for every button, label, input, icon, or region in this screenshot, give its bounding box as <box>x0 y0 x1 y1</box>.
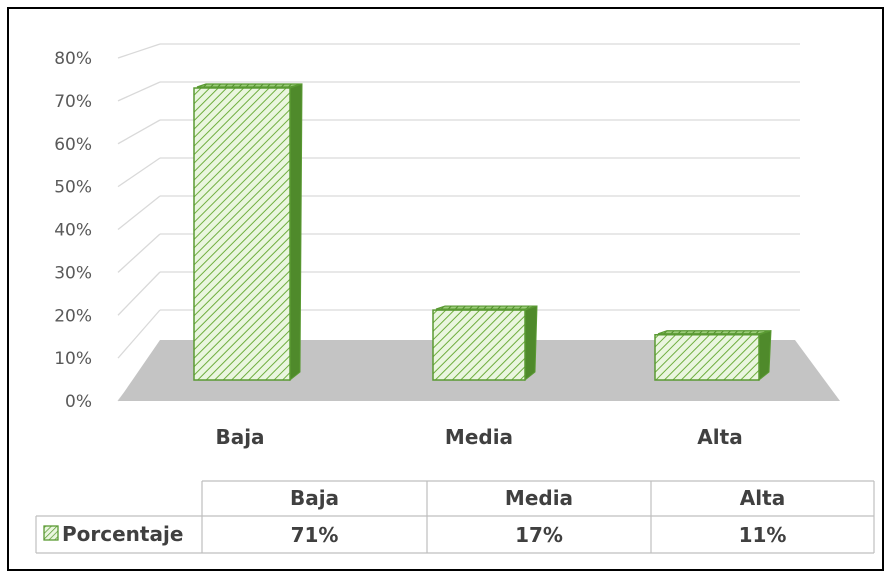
data-table: Baja Media Alta Porcentaje 71% 17% 11% <box>35 480 875 554</box>
y-tick-label: 30% <box>54 263 92 283</box>
gridline-side <box>117 43 161 59</box>
table-header-cell: Media <box>505 486 573 510</box>
bar <box>654 330 772 382</box>
bar <box>432 305 538 382</box>
bar-front-face <box>193 87 291 381</box>
bar-front-face <box>432 309 526 381</box>
bars <box>193 83 772 382</box>
bar <box>193 83 303 382</box>
x-tick-label: Media <box>445 425 513 449</box>
y-axis-tick-labels: 0% 10% 20% 30% 40% 50% 60% 70% 80% <box>54 49 92 412</box>
table-header-cell: Baja <box>290 486 339 510</box>
legend-series-name: Porcentaje <box>62 522 183 546</box>
x-tick-label: Alta <box>697 425 742 449</box>
y-tick-label: 70% <box>54 92 92 112</box>
legend-swatch-icon <box>43 525 59 541</box>
table-value-cell: 17% <box>515 523 563 547</box>
table-value-cell: 71% <box>291 523 339 547</box>
chart-frame <box>7 7 884 571</box>
table-value-cell: 11% <box>739 523 787 547</box>
bar-top-face <box>435 305 538 310</box>
bar-top-face <box>196 83 303 88</box>
y-tick-label: 10% <box>54 349 92 369</box>
gridline-side <box>117 271 161 316</box>
gridline-side <box>117 195 161 231</box>
y-tick-label: 80% <box>54 49 92 69</box>
y-tick-label: 60% <box>54 135 92 155</box>
x-tick-label: Baja <box>215 425 264 449</box>
y-tick-label: 0% <box>65 392 92 412</box>
bar-side-face <box>289 83 303 382</box>
y-tick-label: 40% <box>54 221 92 241</box>
gridline-side <box>117 81 161 102</box>
gridline-side <box>117 233 161 273</box>
bar-top-face <box>657 330 772 335</box>
x-axis-category-labels: Baja Media Alta <box>215 425 742 449</box>
gridline-side <box>117 157 161 188</box>
bar-side-face <box>524 305 538 382</box>
gridline-side <box>117 119 161 145</box>
gridline-side <box>117 309 161 359</box>
y-tick-label: 20% <box>54 306 92 326</box>
bar-front-face <box>654 334 760 381</box>
table-header-cell: Alta <box>740 486 785 510</box>
y-tick-label: 50% <box>54 178 92 198</box>
